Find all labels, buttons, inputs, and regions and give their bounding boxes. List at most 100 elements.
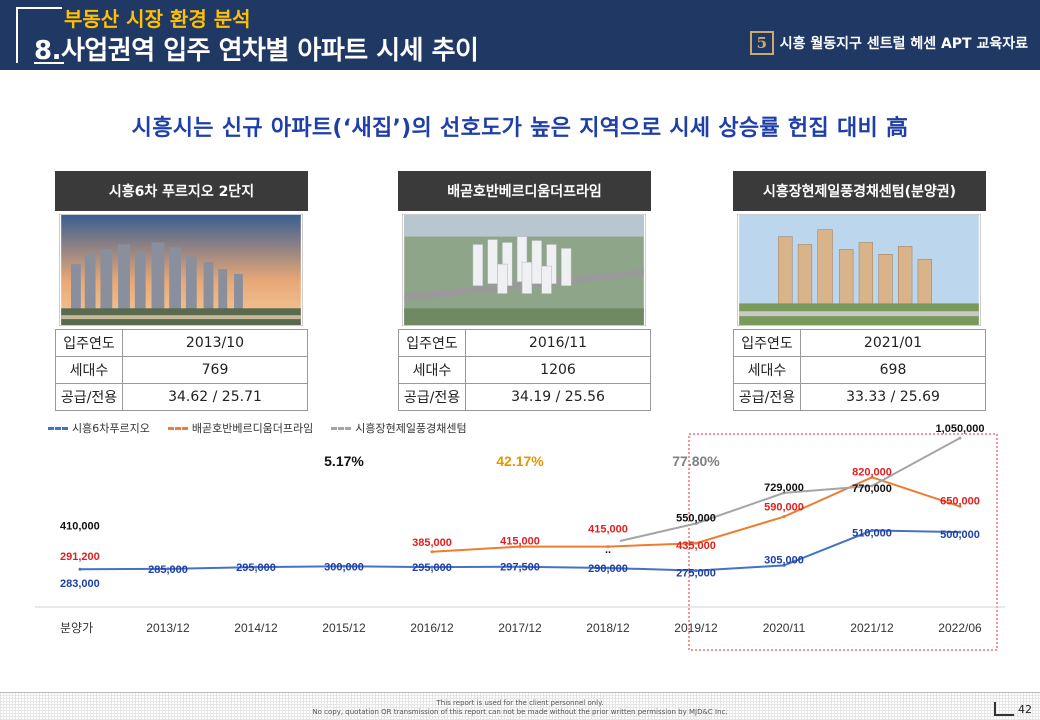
series-line — [695, 437, 961, 525]
property-card: 시흥장현제일풍경채센텀(분양권) 입주연도 2021/01 세대수 698 공급/전… — [733, 171, 986, 411]
property-info-table: 입주연도 2021/01 세대수 698 공급/전용 33.33 / 25.69 — [733, 329, 986, 411]
footer-line: This report is used for the client perso… — [436, 699, 604, 707]
data-label: 410,000 — [60, 520, 100, 532]
x-tick-label: 2014/12 — [234, 621, 278, 635]
x-tick-label: 2016/12 — [410, 621, 454, 635]
data-point — [342, 564, 346, 568]
table-key: 공급/전용 — [398, 383, 466, 411]
table-key: 공급/전용 — [733, 383, 801, 411]
data-label: 300,000 — [324, 561, 364, 573]
table-value: 2016/11 — [465, 329, 651, 357]
data-label: 590,000 — [764, 502, 804, 514]
data-point — [782, 491, 786, 495]
table-value: 2021/01 — [800, 329, 986, 357]
data-label: 500,000 — [940, 529, 980, 541]
data-label: 729,000 — [764, 482, 804, 494]
property-card: 시흥6차 푸르지오 2단지 입주연도 2013/10 세대수 769 공급/전용 34… — [55, 171, 308, 411]
data-label: 510,000 — [852, 527, 892, 539]
title-underline — [34, 62, 64, 64]
data-point — [870, 475, 874, 479]
table-key: 입주연도 — [733, 329, 801, 357]
property-name: 시흥6차 푸르지오 2단지 — [55, 171, 308, 211]
table-row: 세대수 769 — [55, 356, 308, 384]
table-value: 769 — [122, 356, 308, 384]
data-point — [782, 563, 786, 567]
header-bar: 부동산 시장 환경 분석 8.사업권역 입주 연차별 아파트 시세 추이 5 시… — [0, 0, 1040, 70]
footer-band — [0, 692, 1040, 720]
apartment-photo — [59, 214, 303, 326]
legend-item: 시흥장현제일풍경채센텀 — [331, 420, 467, 436]
data-point — [958, 436, 962, 440]
page-number-text: 42 — [1018, 702, 1032, 716]
data-point — [430, 550, 434, 554]
data-point — [78, 567, 82, 571]
headline: 시흥시는 신규 아파트(‘새집’)의 선호도가 높은 지역으로 시세 상승률 헌… — [131, 116, 909, 141]
data-label: 305,000 — [764, 554, 804, 566]
data-label: 1,050,000 — [936, 423, 985, 435]
table-value: 33.33 / 25.69 — [800, 383, 986, 411]
page-mark-icon — [994, 702, 1014, 716]
property-name: 배곧호반베르디움더프라임 — [398, 171, 651, 211]
x-tick-label: 2015/12 — [322, 621, 366, 635]
data-point — [782, 515, 786, 519]
footer-line: No copy, quotation OR transmission of th… — [312, 708, 728, 716]
data-label: 295,000 — [412, 562, 452, 574]
data-point — [958, 530, 962, 534]
data-label: 550,000 — [676, 513, 716, 525]
table-row: 공급/전용 34.19 / 25.56 — [398, 383, 651, 411]
table-key: 세대수 — [398, 356, 466, 384]
x-tick-label: 2022/06 — [938, 621, 982, 635]
table-row: 세대수 698 — [733, 356, 986, 384]
legend-swatch-icon — [331, 426, 352, 430]
brand-logo-icon: 5 — [749, 31, 774, 55]
table-row: 세대수 1206 — [398, 356, 651, 384]
title-bracket — [16, 7, 62, 63]
apartment-photo — [402, 214, 646, 326]
growth-annotation: 42.17% — [496, 453, 544, 469]
data-point — [518, 565, 522, 569]
legend-swatch-icon — [48, 426, 68, 430]
brand-text: 시흥 월동지구 센트럴 헤센 APT 교육자료 — [779, 36, 1028, 52]
data-point — [518, 545, 522, 549]
table-value: 698 — [800, 356, 986, 384]
x-tick-label: 2017/12 — [498, 621, 542, 635]
x-tick-label: 2020/11 — [763, 621, 806, 635]
data-label: 415,000 — [500, 536, 540, 548]
brand: 5 시흥 월동지구 센트럴 헤센 APT 교육자료 — [749, 31, 1028, 55]
table-row: 공급/전용 33.33 / 25.69 — [733, 383, 986, 411]
section-title: 부동산 시장 환경 분석 — [64, 7, 251, 31]
property-info-table: 입주연도 2013/10 세대수 769 공급/전용 34.62 / 25.71 — [55, 329, 308, 411]
data-label: 385,000 — [412, 537, 452, 549]
table-key: 세대수 — [733, 356, 801, 384]
legend-item: 시흥6차푸르지오 — [48, 420, 150, 436]
price-trend-chart: 분양가 2013/12 2014/12 2015/12 2016/12 2017/12 20… — [35, 423, 1005, 651]
page-number: 42 — [994, 702, 1032, 716]
legend-item: 배곧호반베르디움더프라임 — [167, 420, 314, 436]
data-point — [166, 567, 170, 571]
table-key: 공급/전용 — [55, 383, 123, 411]
series-line — [619, 522, 697, 542]
data-point — [606, 566, 610, 570]
legend-label: 배곧호반베르디움더프라임 — [191, 422, 314, 435]
table-row: 입주연도 2016/11 — [398, 329, 651, 357]
table-value: 2013/10 — [122, 329, 308, 357]
data-label: 285,000 — [148, 564, 188, 576]
highlight-box — [688, 433, 998, 651]
x-tick-label: 분양가 — [60, 621, 93, 635]
property-card: 배곧호반베르디움더프라임 입주연도 2016/11 세대수 1206 공급/전용 34… — [398, 171, 651, 411]
apartment-photo — [737, 214, 981, 326]
data-point — [606, 545, 610, 549]
data-label: 297,500 — [500, 562, 540, 574]
data-label: 770,000 — [852, 483, 892, 495]
data-point — [870, 528, 874, 532]
data-point — [694, 541, 698, 545]
growth-annotation: 5.17% — [324, 453, 364, 469]
table-value: 1206 — [465, 356, 651, 384]
chart-legend: 시흥6차푸르지오 배곧호반베르디움더프라임 시흥장현제일풍경채센텀 — [48, 420, 485, 436]
property-name: 시흥장현제일풍경채센텀(분양권) — [733, 171, 986, 211]
legend-swatch-icon — [167, 426, 188, 430]
x-tick-label: 2019/12 — [674, 621, 718, 635]
data-label: 435,000 — [676, 540, 716, 552]
table-row: 입주연도 2013/10 — [55, 329, 308, 357]
data-label: 290,000 — [588, 563, 628, 575]
